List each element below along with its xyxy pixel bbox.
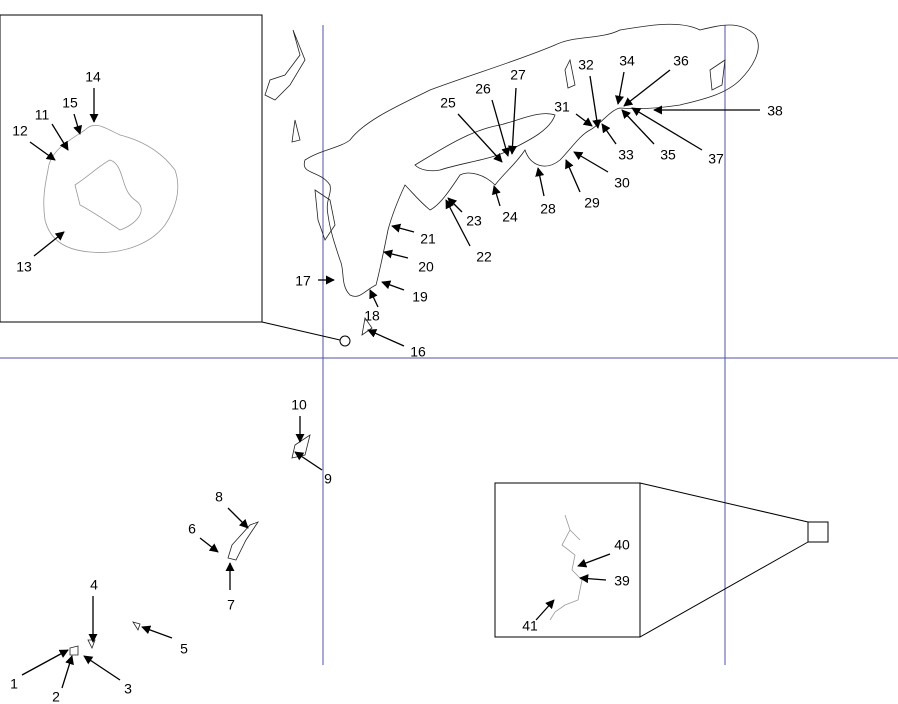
arrow (535, 599, 555, 621)
inset-connector (261, 321, 341, 341)
label: 30 (614, 175, 630, 191)
arrow (631, 107, 703, 151)
label: 22 (476, 249, 492, 265)
arrow (589, 75, 602, 129)
label: 31 (554, 99, 570, 115)
label: 5 (180, 641, 188, 657)
inset-connector (639, 482, 809, 523)
arrow (601, 123, 617, 145)
label: 17 (295, 273, 311, 289)
arrow (83, 655, 121, 681)
arrow (369, 289, 379, 308)
arrow (51, 123, 69, 151)
label: 37 (708, 151, 724, 167)
label: 16 (410, 344, 426, 360)
inset-frame (0, 14, 263, 323)
arrow (367, 329, 405, 347)
arrow (579, 574, 607, 584)
arrow (141, 625, 173, 639)
inset-island (43, 124, 179, 253)
label: 13 (16, 259, 32, 275)
arrow (457, 113, 503, 163)
label: 4 (90, 577, 98, 593)
label: 35 (660, 147, 676, 163)
coastlines (69, 23, 759, 656)
arrow (33, 231, 65, 257)
label: 20 (418, 259, 434, 275)
arrow (621, 109, 655, 145)
label: 36 (673, 53, 689, 69)
label: 12 (12, 123, 28, 139)
label: 39 (614, 573, 630, 589)
label: 3 (124, 681, 132, 697)
label: 14 (85, 69, 101, 85)
inset-island (549, 514, 583, 621)
label: 7 (227, 597, 235, 613)
arrow (535, 167, 545, 197)
arrow (447, 197, 463, 213)
label: 1 (10, 676, 18, 692)
arrow (199, 537, 219, 553)
label: 2 (52, 689, 60, 704)
label: 26 (475, 81, 491, 97)
arrow (73, 113, 83, 135)
arrow (381, 280, 405, 291)
label: 8 (215, 489, 223, 505)
label: 6 (188, 521, 196, 537)
label: 40 (614, 537, 630, 553)
arrow (491, 99, 511, 157)
arrow (575, 113, 593, 127)
label: 9 (324, 471, 332, 487)
label: 15 (62, 95, 78, 111)
inset-marker (807, 521, 829, 543)
arrow (294, 451, 323, 471)
label: 19 (412, 289, 428, 305)
arrow (623, 69, 671, 107)
label: 24 (502, 209, 518, 225)
arrow (491, 185, 501, 207)
inset-frame (494, 482, 641, 638)
label: 25 (440, 95, 456, 111)
arrow (445, 199, 471, 247)
arrow (577, 553, 611, 568)
label: 11 (35, 107, 50, 123)
arrow (21, 649, 69, 676)
label: 41 (522, 618, 538, 634)
arrow (29, 141, 56, 161)
label: 27 (510, 67, 526, 83)
arrow (615, 71, 625, 105)
label: 34 (619, 53, 635, 69)
arrow (391, 223, 415, 233)
label: 32 (578, 57, 594, 73)
inset-marker (339, 335, 351, 347)
arrow (383, 249, 409, 259)
label: 28 (540, 201, 556, 217)
arrow (573, 151, 609, 173)
label: 29 (584, 195, 600, 211)
label: 21 (420, 231, 436, 247)
arrow (61, 655, 74, 689)
label: 38 (767, 103, 783, 119)
label: 18 (364, 308, 380, 324)
label: 10 (291, 397, 307, 413)
inset-connector (639, 541, 809, 638)
arrow (507, 87, 518, 155)
label: 23 (466, 213, 482, 229)
grid-lines (0, 25, 898, 665)
label: 33 (618, 147, 634, 163)
arrow (227, 507, 249, 529)
arrow (565, 159, 581, 193)
